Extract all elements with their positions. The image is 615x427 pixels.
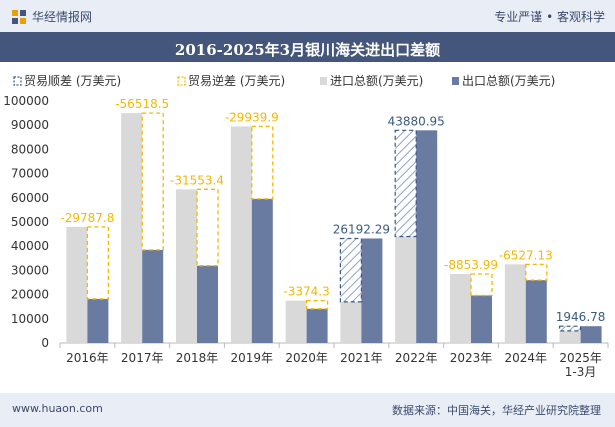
import-bar bbox=[121, 113, 143, 343]
x-tick-label: 2024年 bbox=[505, 351, 548, 365]
y-tick-label: 80000 bbox=[11, 142, 49, 156]
export-bar bbox=[87, 298, 109, 343]
x-tick-label: 2023年 bbox=[450, 351, 493, 365]
x-tick-label: 2022年 bbox=[395, 351, 438, 365]
balance-label: 26192.29 bbox=[333, 222, 390, 236]
balance-label: -29939.9 bbox=[225, 110, 279, 124]
deficit-box bbox=[196, 188, 219, 267]
legend-swatch-deficit bbox=[177, 76, 186, 86]
balance-label: 1946.78 bbox=[556, 310, 606, 324]
export-bar bbox=[471, 295, 492, 343]
y-tick-label: 40000 bbox=[11, 239, 49, 253]
y-tick-label: 60000 bbox=[11, 191, 49, 205]
balance-label: -29787.8 bbox=[60, 211, 114, 225]
import-bar bbox=[66, 226, 88, 343]
data-labels: -29787.8 -56518.5 -31553.4 -29939.9 -3374.3 2… bbox=[60, 97, 605, 324]
x-tick-label: 2020年 bbox=[285, 351, 328, 365]
import-bar bbox=[450, 274, 471, 343]
bottom-bar bbox=[0, 393, 615, 427]
import-bar bbox=[504, 264, 526, 343]
x-tick-label: 2017年 bbox=[121, 351, 164, 365]
export-bar bbox=[142, 249, 164, 343]
import-bar bbox=[559, 330, 581, 343]
export-bar bbox=[251, 198, 273, 343]
import-bar bbox=[395, 236, 417, 343]
deficit-box bbox=[305, 299, 329, 310]
tagline: 专业严谨 • 客观科学 bbox=[494, 10, 605, 24]
deficit-box bbox=[86, 226, 110, 300]
y-tick-label: 100000 bbox=[3, 94, 49, 108]
balance-label: -56518.5 bbox=[115, 97, 169, 111]
surplus-box bbox=[339, 237, 362, 303]
deficit-box bbox=[470, 273, 493, 297]
balance-label: -6527.13 bbox=[499, 248, 553, 262]
x-tick-label: 2025年 bbox=[559, 351, 602, 365]
y-tick-label: 50000 bbox=[11, 215, 49, 229]
export-bar bbox=[197, 265, 218, 343]
legend-swatch-import bbox=[320, 77, 327, 85]
balance-label: -3374.3 bbox=[283, 285, 329, 299]
legend-label: 贸易顺差 (万美元) bbox=[24, 74, 121, 88]
y-tick-label: 90000 bbox=[11, 118, 49, 132]
legend-swatch-export bbox=[452, 77, 459, 85]
data-source: 数据来源：中国海关，华经产业研究院整理 bbox=[392, 404, 601, 417]
surplus-box bbox=[558, 325, 582, 332]
brand: 华经情报网 bbox=[12, 8, 92, 25]
import-bar bbox=[176, 189, 197, 343]
x-tick-label: 2016年 bbox=[66, 351, 109, 365]
legend-label: 进口总额(万美元) bbox=[330, 74, 423, 88]
legend-swatch-surplus bbox=[13, 76, 22, 86]
export-bar bbox=[580, 326, 602, 343]
import-bar bbox=[285, 300, 307, 343]
legend-label: 贸易逆差 (万美元) bbox=[188, 73, 285, 88]
y-tick-label: 30000 bbox=[11, 263, 49, 277]
x-tick-label: 2021年 bbox=[340, 351, 383, 365]
import-bar bbox=[340, 301, 362, 343]
y-tick-label: 20000 bbox=[11, 288, 49, 302]
export-bar bbox=[525, 280, 547, 343]
balance-label: 43880.95 bbox=[388, 114, 445, 128]
y-tick-label: 70000 bbox=[11, 167, 49, 181]
x-tick-label: 2019年 bbox=[231, 351, 274, 365]
surplus-box bbox=[394, 129, 417, 238]
top-bar bbox=[0, 0, 615, 32]
import-bar bbox=[230, 126, 252, 343]
deficit-box bbox=[141, 112, 164, 251]
export-bar bbox=[306, 308, 328, 343]
export-bar bbox=[416, 130, 438, 343]
deficit-box bbox=[251, 125, 274, 200]
huajing-logo-icon bbox=[12, 9, 26, 24]
legend: 贸易顺差 (万美元) 贸易逆差 (万美元) 进口总额(万美元) 出口总额(万美元) bbox=[13, 73, 555, 88]
balance-label: -8853.99 bbox=[444, 258, 498, 272]
x-tick-label: 2018年 bbox=[176, 351, 219, 365]
site-url: www.huaon.com bbox=[12, 402, 103, 415]
title-bar bbox=[0, 32, 615, 62]
balance-label: -31553.4 bbox=[170, 173, 224, 187]
y-tick-label: 10000 bbox=[11, 312, 49, 326]
brand-name: 华经情报网 bbox=[32, 10, 93, 24]
chart-title: 2016-2025年3月银川海关进出口差额 bbox=[174, 41, 441, 59]
x-tick-label: 1-3月 bbox=[565, 365, 597, 379]
legend-label: 出口总额(万美元) bbox=[462, 74, 555, 88]
export-bar bbox=[361, 238, 383, 343]
deficit-box bbox=[525, 263, 548, 281]
y-tick-label: 0 bbox=[41, 336, 49, 350]
bars bbox=[66, 112, 602, 343]
